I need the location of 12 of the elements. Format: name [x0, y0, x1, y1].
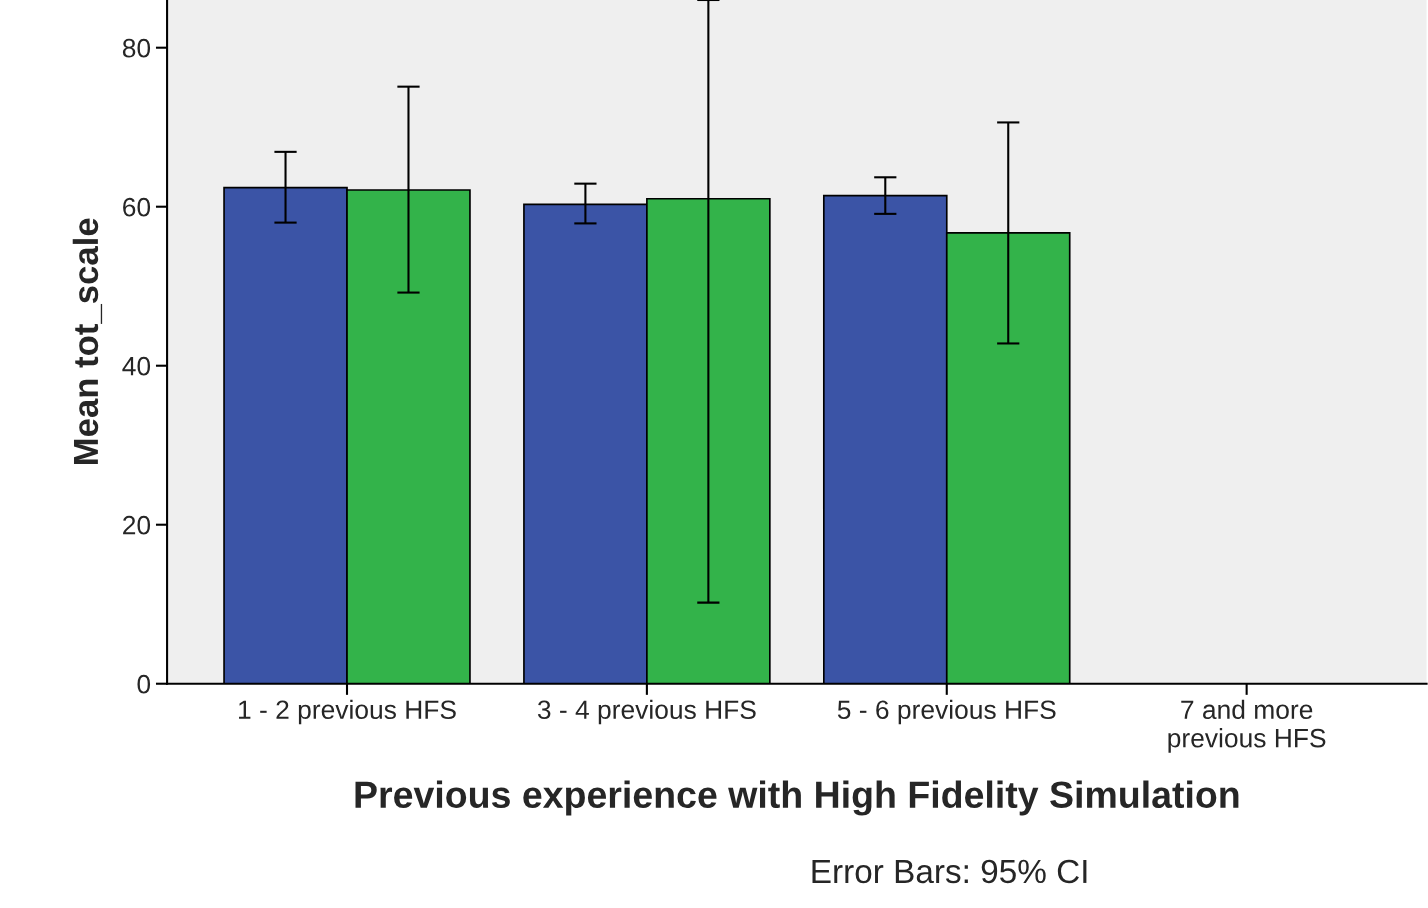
y-tick-label: 40	[122, 356, 151, 376]
y-tick-label: 60	[123, 197, 151, 217]
y-axis-title: Mean tot_scale	[72, 218, 103, 464]
x-axis-title: Previous experience with High Fidelity Simulation	[355, 780, 1239, 816]
y-tick-label: 80	[122, 38, 151, 58]
x-tick-label: 5 - 6 previous HFS	[837, 699, 1056, 725]
x-tick-label: 7 and more previous HFS	[1168, 699, 1326, 753]
x-tick-label: 1 - 2 previous HFS	[239, 699, 456, 725]
text: Error Bars: 95% CI	[812, 859, 1087, 884]
y-tick-label: 0	[137, 674, 151, 694]
x-tick-label: 3 - 4 previous HFS	[537, 699, 756, 725]
y-tick-label: 20	[123, 515, 151, 535]
